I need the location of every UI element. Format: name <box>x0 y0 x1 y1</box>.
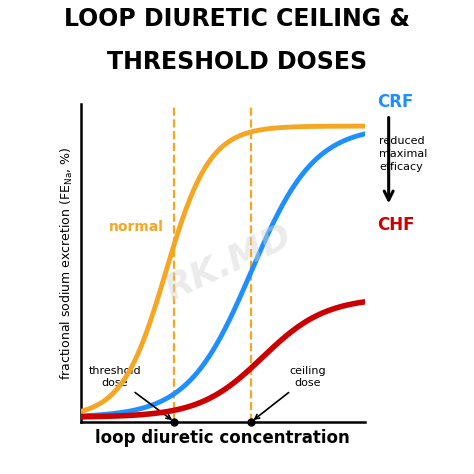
Text: normal: normal <box>109 220 164 234</box>
Text: CHF: CHF <box>377 216 414 234</box>
Text: threshold
dose: threshold dose <box>88 366 171 419</box>
Text: RK.MD: RK.MD <box>160 219 297 307</box>
Text: LOOP DIURETIC CEILING &: LOOP DIURETIC CEILING & <box>64 7 410 31</box>
Text: ceiling
dose: ceiling dose <box>255 366 327 419</box>
Text: THRESHOLD DOSES: THRESHOLD DOSES <box>107 50 367 74</box>
Y-axis label: fractional sodium excretion (FE$_\mathregular{Na}$, %): fractional sodium excretion (FE$_\mathre… <box>59 146 75 380</box>
Text: reduced
maximal
efficacy: reduced maximal efficacy <box>379 136 428 172</box>
X-axis label: loop diuretic concentration: loop diuretic concentration <box>95 429 350 447</box>
Text: CRF: CRF <box>377 93 413 111</box>
